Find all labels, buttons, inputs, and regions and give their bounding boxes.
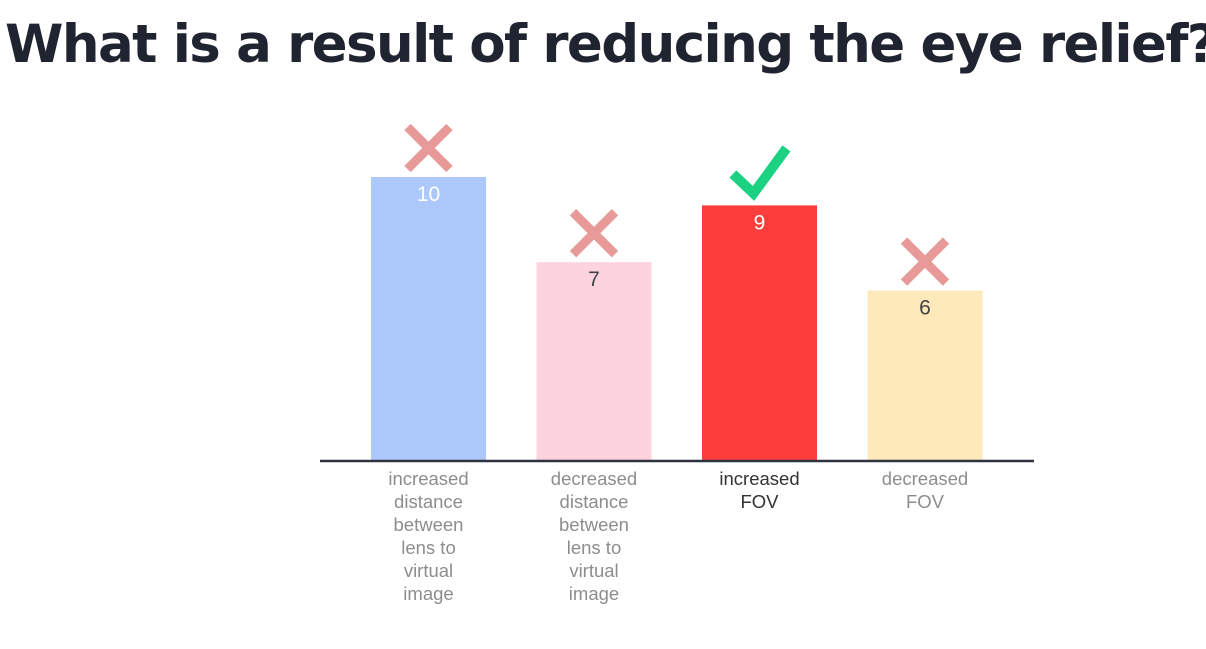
bar-4 [867,290,983,461]
bar-1 [371,177,486,461]
category-label-1-line-4: lens to [401,537,456,558]
chart-title: What is a result of reducing the eye rel… [5,14,1206,75]
category-label-2-line-1: decreased [551,468,637,489]
category-label-3-line-1: increased [719,468,799,489]
check-icon [729,145,791,201]
category-label-2-line-6: image [569,583,619,604]
category-label-1-line-3: between [394,514,464,535]
cross-icon [404,123,453,173]
category-label-1-line-5: virtual [404,560,453,581]
bar-3 [702,205,817,461]
category-label-1-line-1: increased [388,468,468,489]
category-label-4-line-2: FOV [906,491,945,512]
value-label-3: 9 [754,211,766,234]
value-label-2: 7 [588,268,600,291]
category-label-2-line-3: between [559,514,629,535]
value-label-4: 6 [919,297,931,320]
category-label-1-line-2: distance [394,491,463,512]
category-label-2-line-4: lens to [567,537,622,558]
category-label-1-line-6: image [403,583,453,604]
bars [371,177,983,461]
value-label-1: 10 [417,183,440,206]
category-label-2-line-5: virtual [569,560,618,581]
cross-icon [569,209,619,258]
category-label-2-line-2: distance [560,491,629,512]
category-label-4-line-1: decreased [882,468,968,489]
cross-icon [900,237,950,286]
bar-2 [536,262,652,461]
category-label-3-line-2: FOV [740,491,779,512]
